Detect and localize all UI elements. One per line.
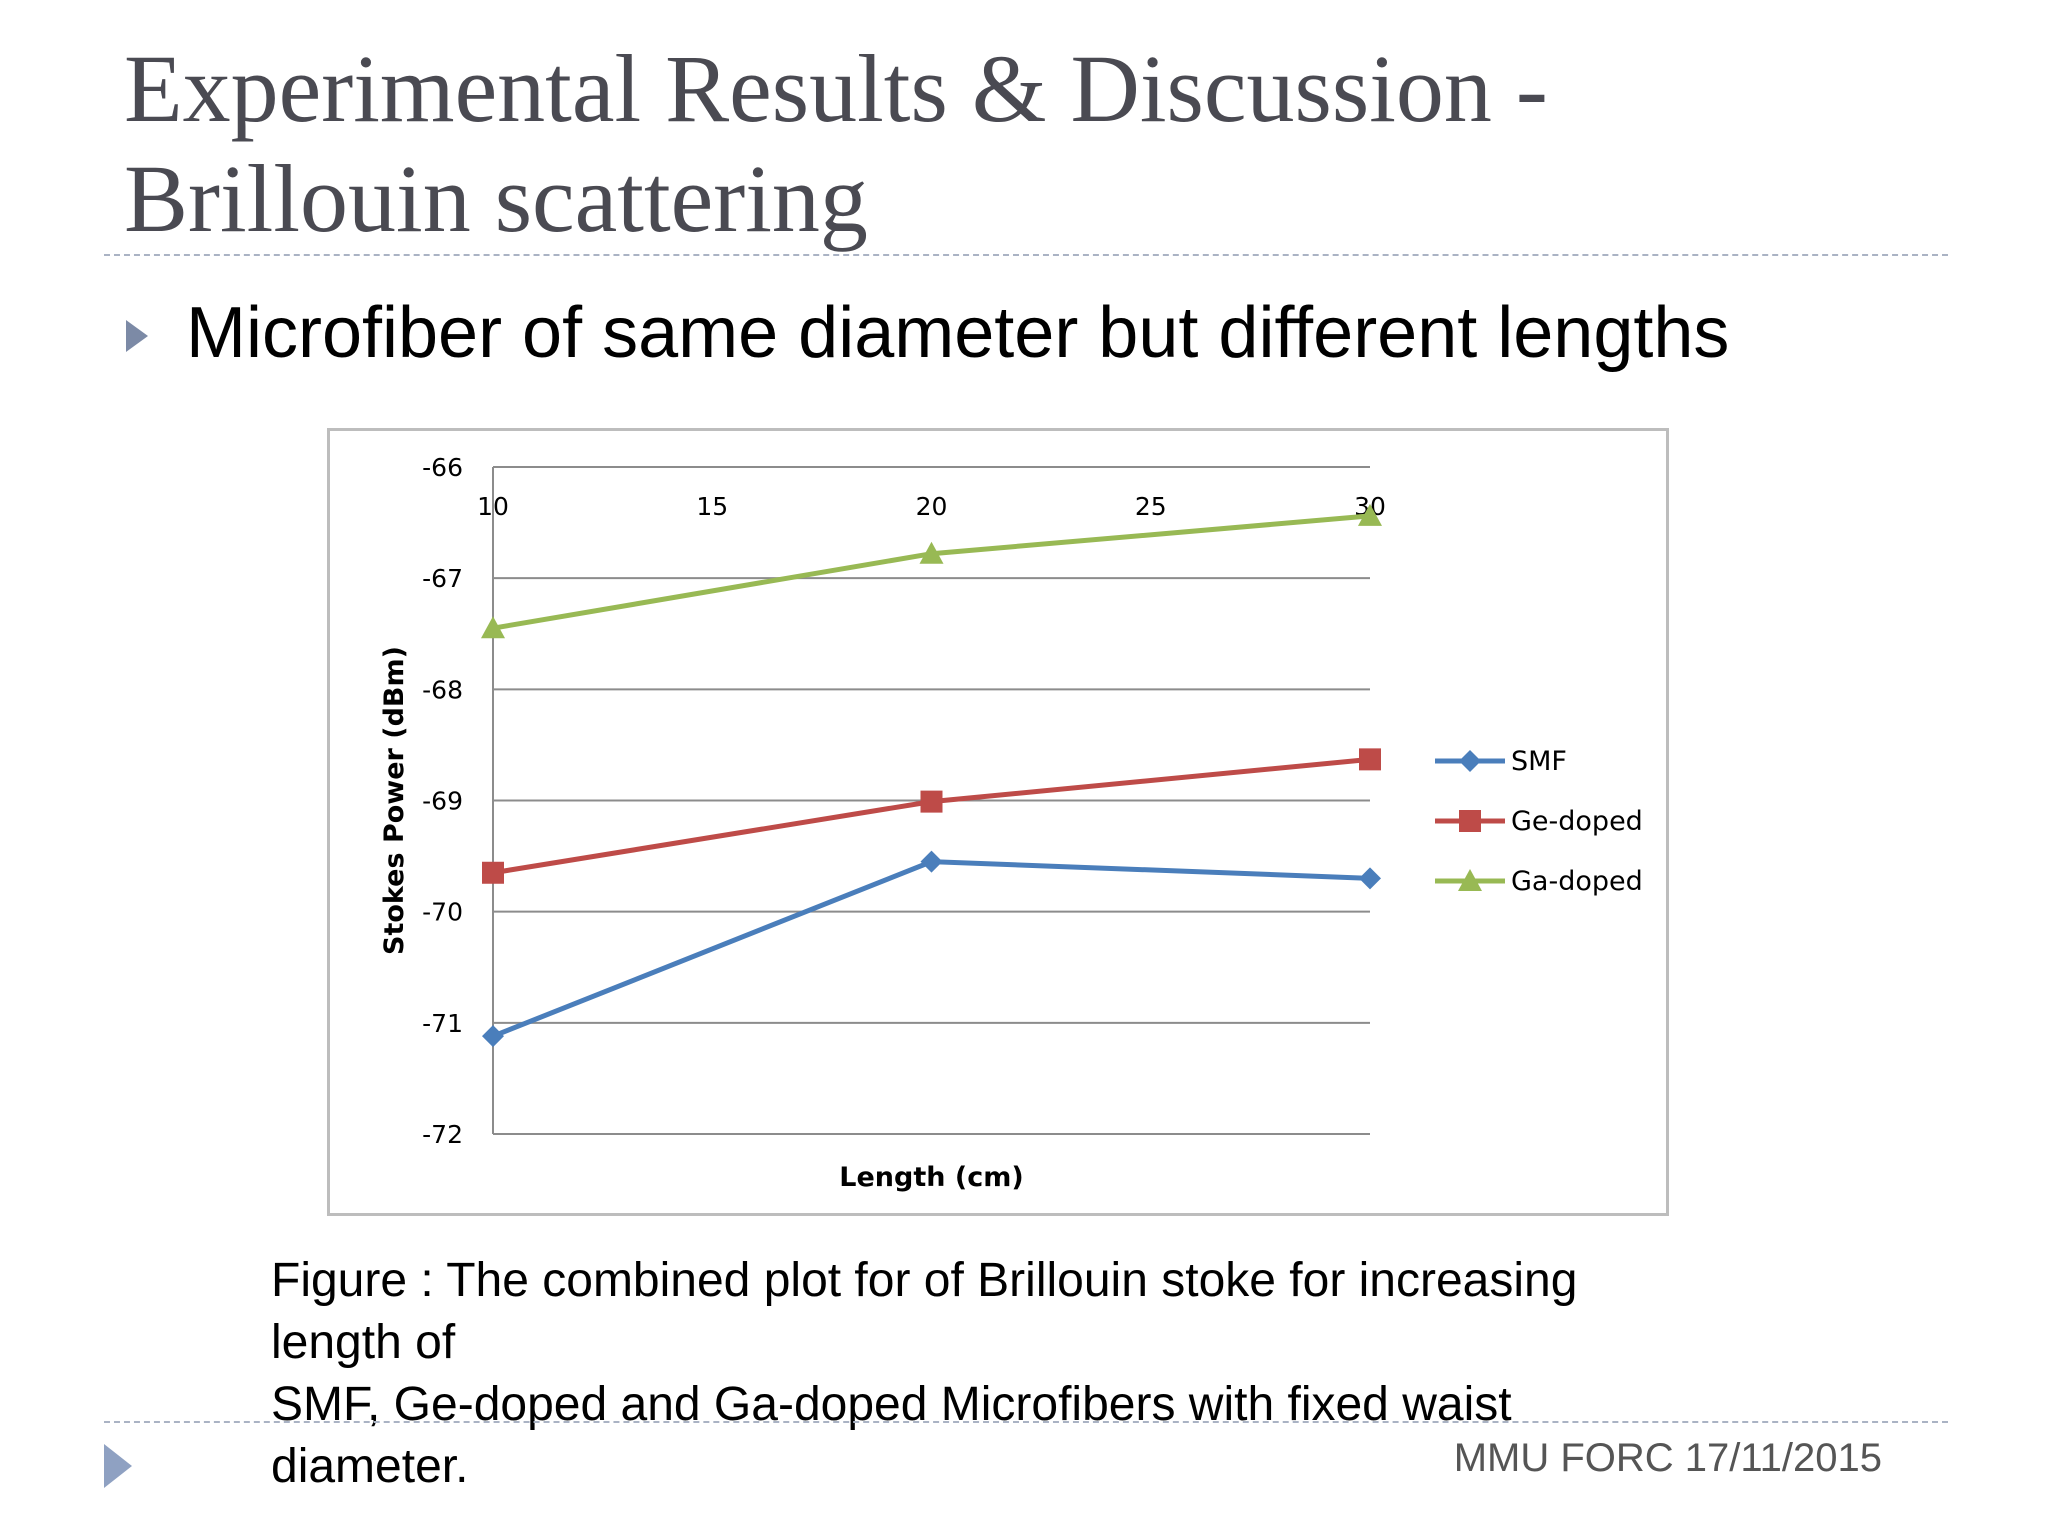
legend-marker xyxy=(1459,750,1481,772)
figure-caption: Figure : The combined plot for of Brillo… xyxy=(271,1250,1791,1498)
data-point-ga-doped xyxy=(481,616,505,639)
line-chart: -66-67-68-69-70-71-721015202530Length (c… xyxy=(379,453,1643,1193)
slide-title: Experimental Results & Discussion - Bril… xyxy=(124,34,1924,254)
footer-text: MMU FORC 17/11/2015 xyxy=(1453,1436,1882,1480)
y-tick-label: -72 xyxy=(422,1120,463,1149)
slide-title-line2: Brillouin scattering xyxy=(124,145,868,252)
legend-label: Ge-doped xyxy=(1511,806,1643,837)
x-tick-label: 15 xyxy=(696,492,728,521)
slide-title-line1: Experimental Results & Discussion - xyxy=(124,35,1548,142)
series-line-ga-doped xyxy=(492,513,1371,631)
y-tick-label: -68 xyxy=(422,675,463,704)
y-tick-label: -69 xyxy=(422,787,463,816)
legend-label: SMF xyxy=(1511,746,1567,777)
title-divider xyxy=(104,254,1948,256)
data-point-ge-doped xyxy=(1359,748,1381,771)
legend-marker xyxy=(1459,810,1481,832)
caption-line: diameter. xyxy=(271,1440,469,1493)
next-slide-icon[interactable] xyxy=(104,1444,132,1488)
x-tick-label: 25 xyxy=(1135,492,1167,521)
data-point-ge-doped xyxy=(920,790,943,813)
y-axis-title: Stokes Power (dBm) xyxy=(379,646,410,955)
data-point-ga-doped xyxy=(919,541,944,564)
caption-line: Figure : The combined plot for of Brillo… xyxy=(271,1254,1578,1307)
series-line-smf xyxy=(492,859,1371,1039)
triangle-bullet-icon xyxy=(126,320,148,352)
legend-label: Ga-doped xyxy=(1511,866,1643,897)
bullet-text: Microfiber of same diameter but differen… xyxy=(186,293,1730,373)
x-tick-label: 10 xyxy=(477,492,509,521)
data-point-smf xyxy=(482,1025,504,1048)
data-point-smf xyxy=(1359,867,1381,890)
bullet-point: Microfiber of same diameter but differen… xyxy=(126,288,1729,378)
x-tick-label: 20 xyxy=(916,492,948,521)
y-tick-label: -67 xyxy=(422,564,463,593)
data-point-ge-doped xyxy=(482,861,504,884)
caption-line: SMF, Ge-doped and Ga-doped Microfibers w… xyxy=(271,1378,1512,1431)
y-tick-label: -70 xyxy=(422,898,463,927)
x-axis-title: Length (cm) xyxy=(839,1162,1023,1193)
y-tick-label: -66 xyxy=(422,453,463,482)
legend-marker xyxy=(1458,869,1482,891)
y-tick-label: -71 xyxy=(422,1009,463,1038)
data-point-ga-doped xyxy=(1358,503,1382,526)
data-point-smf xyxy=(920,850,943,873)
chart-frame: -66-67-68-69-70-71-721015202530Length (c… xyxy=(327,428,1669,1216)
caption-line: length of xyxy=(271,1316,456,1369)
footer-divider xyxy=(104,1421,1948,1423)
